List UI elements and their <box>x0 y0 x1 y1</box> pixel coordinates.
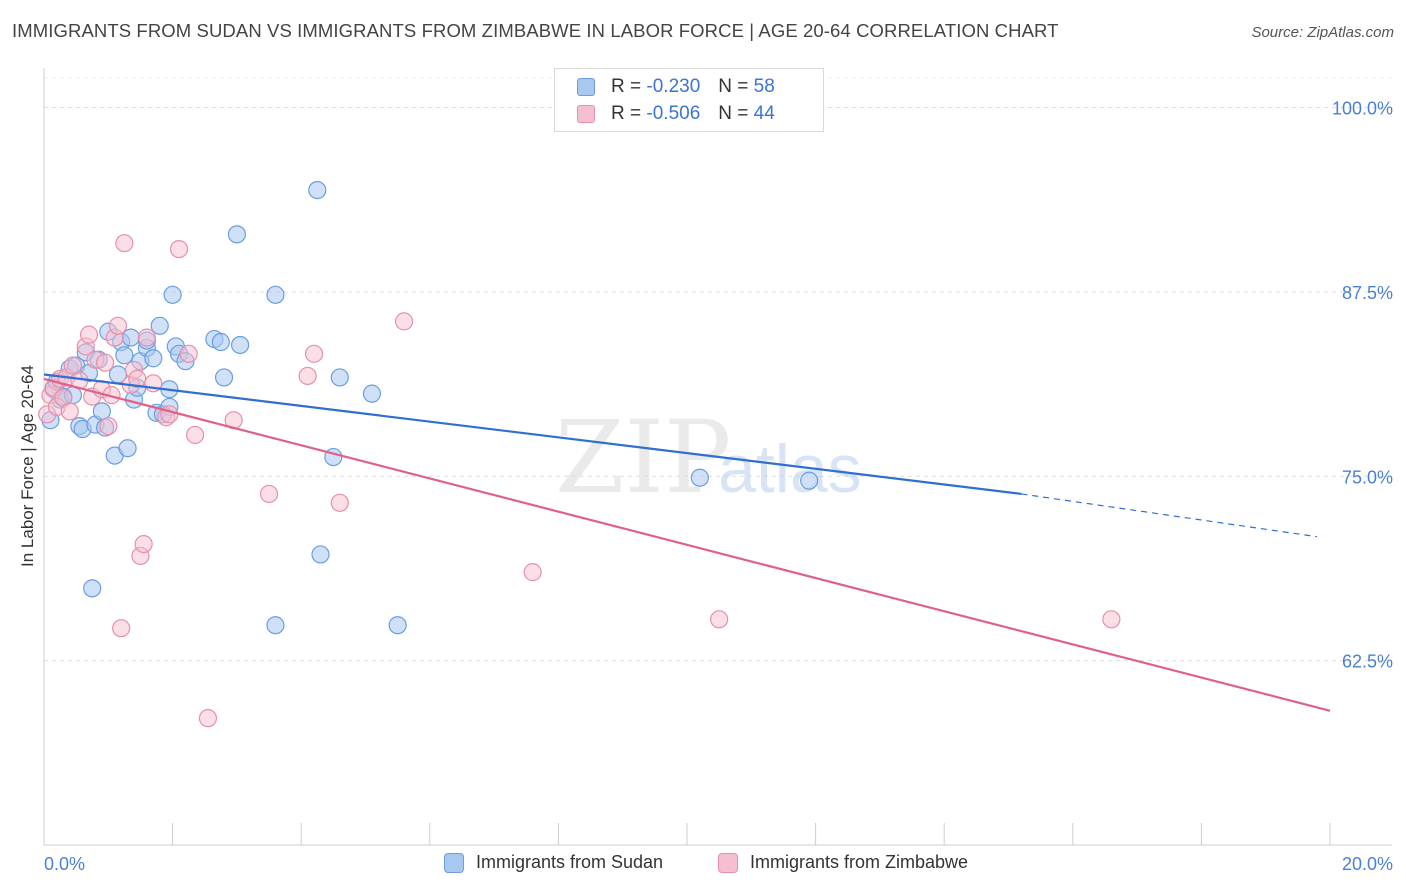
legend-r-label: R = <box>611 103 642 124</box>
sudan-point <box>83 579 102 598</box>
sudan-point <box>144 349 163 368</box>
zimbabwe-point <box>115 234 134 253</box>
zimbabwe-point <box>186 425 205 445</box>
sudan-point <box>115 346 134 365</box>
legend-r-label: R = <box>611 76 642 97</box>
y-tick-label: 100.0% <box>1332 99 1393 119</box>
zimbabwe-point <box>95 353 115 372</box>
zimbabwe-point <box>259 484 279 504</box>
zimbabwe-point <box>108 316 128 335</box>
zimbabwe-point <box>134 534 153 554</box>
zimbabwe-point <box>304 344 324 363</box>
sudan-point <box>308 181 327 200</box>
sudan-point <box>266 285 285 304</box>
bottom-legend-swatch-sudan <box>444 852 464 873</box>
sudan-trend-line <box>43 373 1022 496</box>
source-label: Source: ZipAtlas.com <box>1251 24 1394 41</box>
zimbabwe-point <box>198 709 218 728</box>
zimbabwe-point <box>330 493 349 512</box>
legend-r-value-sudan: -0.230 <box>646 76 701 97</box>
legend: R = -0.230 N = 58 R = -0.506 N = 44 <box>554 68 824 132</box>
watermark-atlas: atlas <box>718 431 862 507</box>
zimbabwe-point <box>394 312 414 331</box>
bottom-legend-zimbabwe[interactable]: Immigrants from Zimbabwe <box>718 852 968 873</box>
bottom-legend-swatch-zimbabwe <box>718 852 738 873</box>
legend-swatch-sudan <box>577 78 595 96</box>
sudan-point <box>311 545 330 564</box>
sudan-point <box>227 225 246 244</box>
sudan-point <box>118 439 137 458</box>
bottom-legend-label-sudan: Immigrants from Sudan <box>476 852 664 872</box>
sudan-trend-extension <box>1021 493 1318 538</box>
sudan-point <box>330 368 349 387</box>
legend-n-value-sudan: 58 <box>753 76 775 97</box>
sudan-point <box>266 616 285 635</box>
legend-r-value-zimbabwe: -0.506 <box>646 103 701 124</box>
zimbabwe-point <box>710 610 729 629</box>
legend-row-zimbabwe: R = -0.506 N = 44 <box>577 101 775 127</box>
y-tick-label: 87.5% <box>1342 283 1393 303</box>
zimbabwe-point <box>169 240 189 259</box>
bottom-legend-label-zimbabwe: Immigrants from Zimbabwe <box>750 852 969 872</box>
zimbabwe-points <box>38 234 1121 728</box>
sudan-point <box>690 468 709 487</box>
trend-lines <box>43 373 1331 712</box>
zimbabwe-point <box>137 328 156 347</box>
sudan-point <box>388 616 407 635</box>
bottom-legend-sudan[interactable]: Immigrants from Sudan <box>444 852 663 873</box>
zimbabwe-point <box>112 619 131 638</box>
sudan-point <box>150 316 169 335</box>
watermark-zip: ZIP <box>555 399 731 516</box>
sudan-point <box>800 471 819 490</box>
sudan-point <box>214 368 234 387</box>
legend-row-sudan: R = -0.230 N = 58 <box>577 74 775 100</box>
legend-n-label: N = <box>718 103 749 124</box>
legend-n-label: N = <box>718 76 749 97</box>
chart-title: IMMIGRANTS FROM SUDAN VS IMMIGRANTS FROM… <box>12 20 1059 41</box>
sudan-point <box>231 335 250 355</box>
y-tick-label: 75.0% <box>1342 467 1393 487</box>
zimbabwe-point <box>99 417 118 436</box>
sudan-point <box>163 285 182 304</box>
y-tick-label: 62.5% <box>1342 652 1393 672</box>
sudan-point <box>362 384 382 403</box>
tick-labels: 62.5% 75.0% 87.5% 100.0% 0.0% 20.0% <box>44 99 1393 875</box>
grid-lines <box>44 77 1392 662</box>
sudan-point <box>211 332 230 352</box>
zimbabwe-point <box>1102 610 1121 629</box>
zimbabwe-point <box>79 325 99 344</box>
zimbabwe-point <box>523 563 542 582</box>
x-tick-label-max: 20.0% <box>1342 854 1393 874</box>
zimbabwe-point <box>60 402 79 421</box>
zimbabwe-point <box>298 366 317 386</box>
zimbabwe-point <box>179 344 198 363</box>
zimbabwe-trend-line <box>43 377 1331 712</box>
legend-swatch-zimbabwe <box>577 105 595 123</box>
axes <box>43 68 1392 846</box>
legend-n-value-zimbabwe: 44 <box>753 103 775 124</box>
zimbabwe-point <box>160 405 179 424</box>
x-tick-label-min: 0.0% <box>44 854 85 874</box>
